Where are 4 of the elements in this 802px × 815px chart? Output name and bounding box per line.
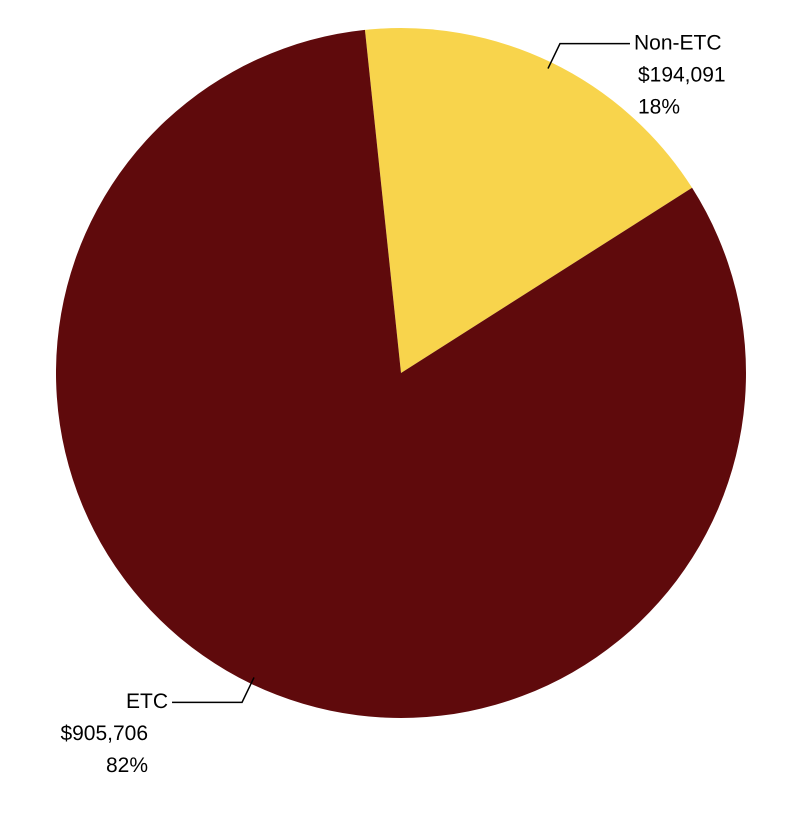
slice-label: ETC xyxy=(126,690,168,714)
slice-label: Non-ETC xyxy=(634,31,722,54)
data-label: $194,091 18% xyxy=(638,63,726,118)
data-label: $905,706 82% xyxy=(60,722,148,778)
